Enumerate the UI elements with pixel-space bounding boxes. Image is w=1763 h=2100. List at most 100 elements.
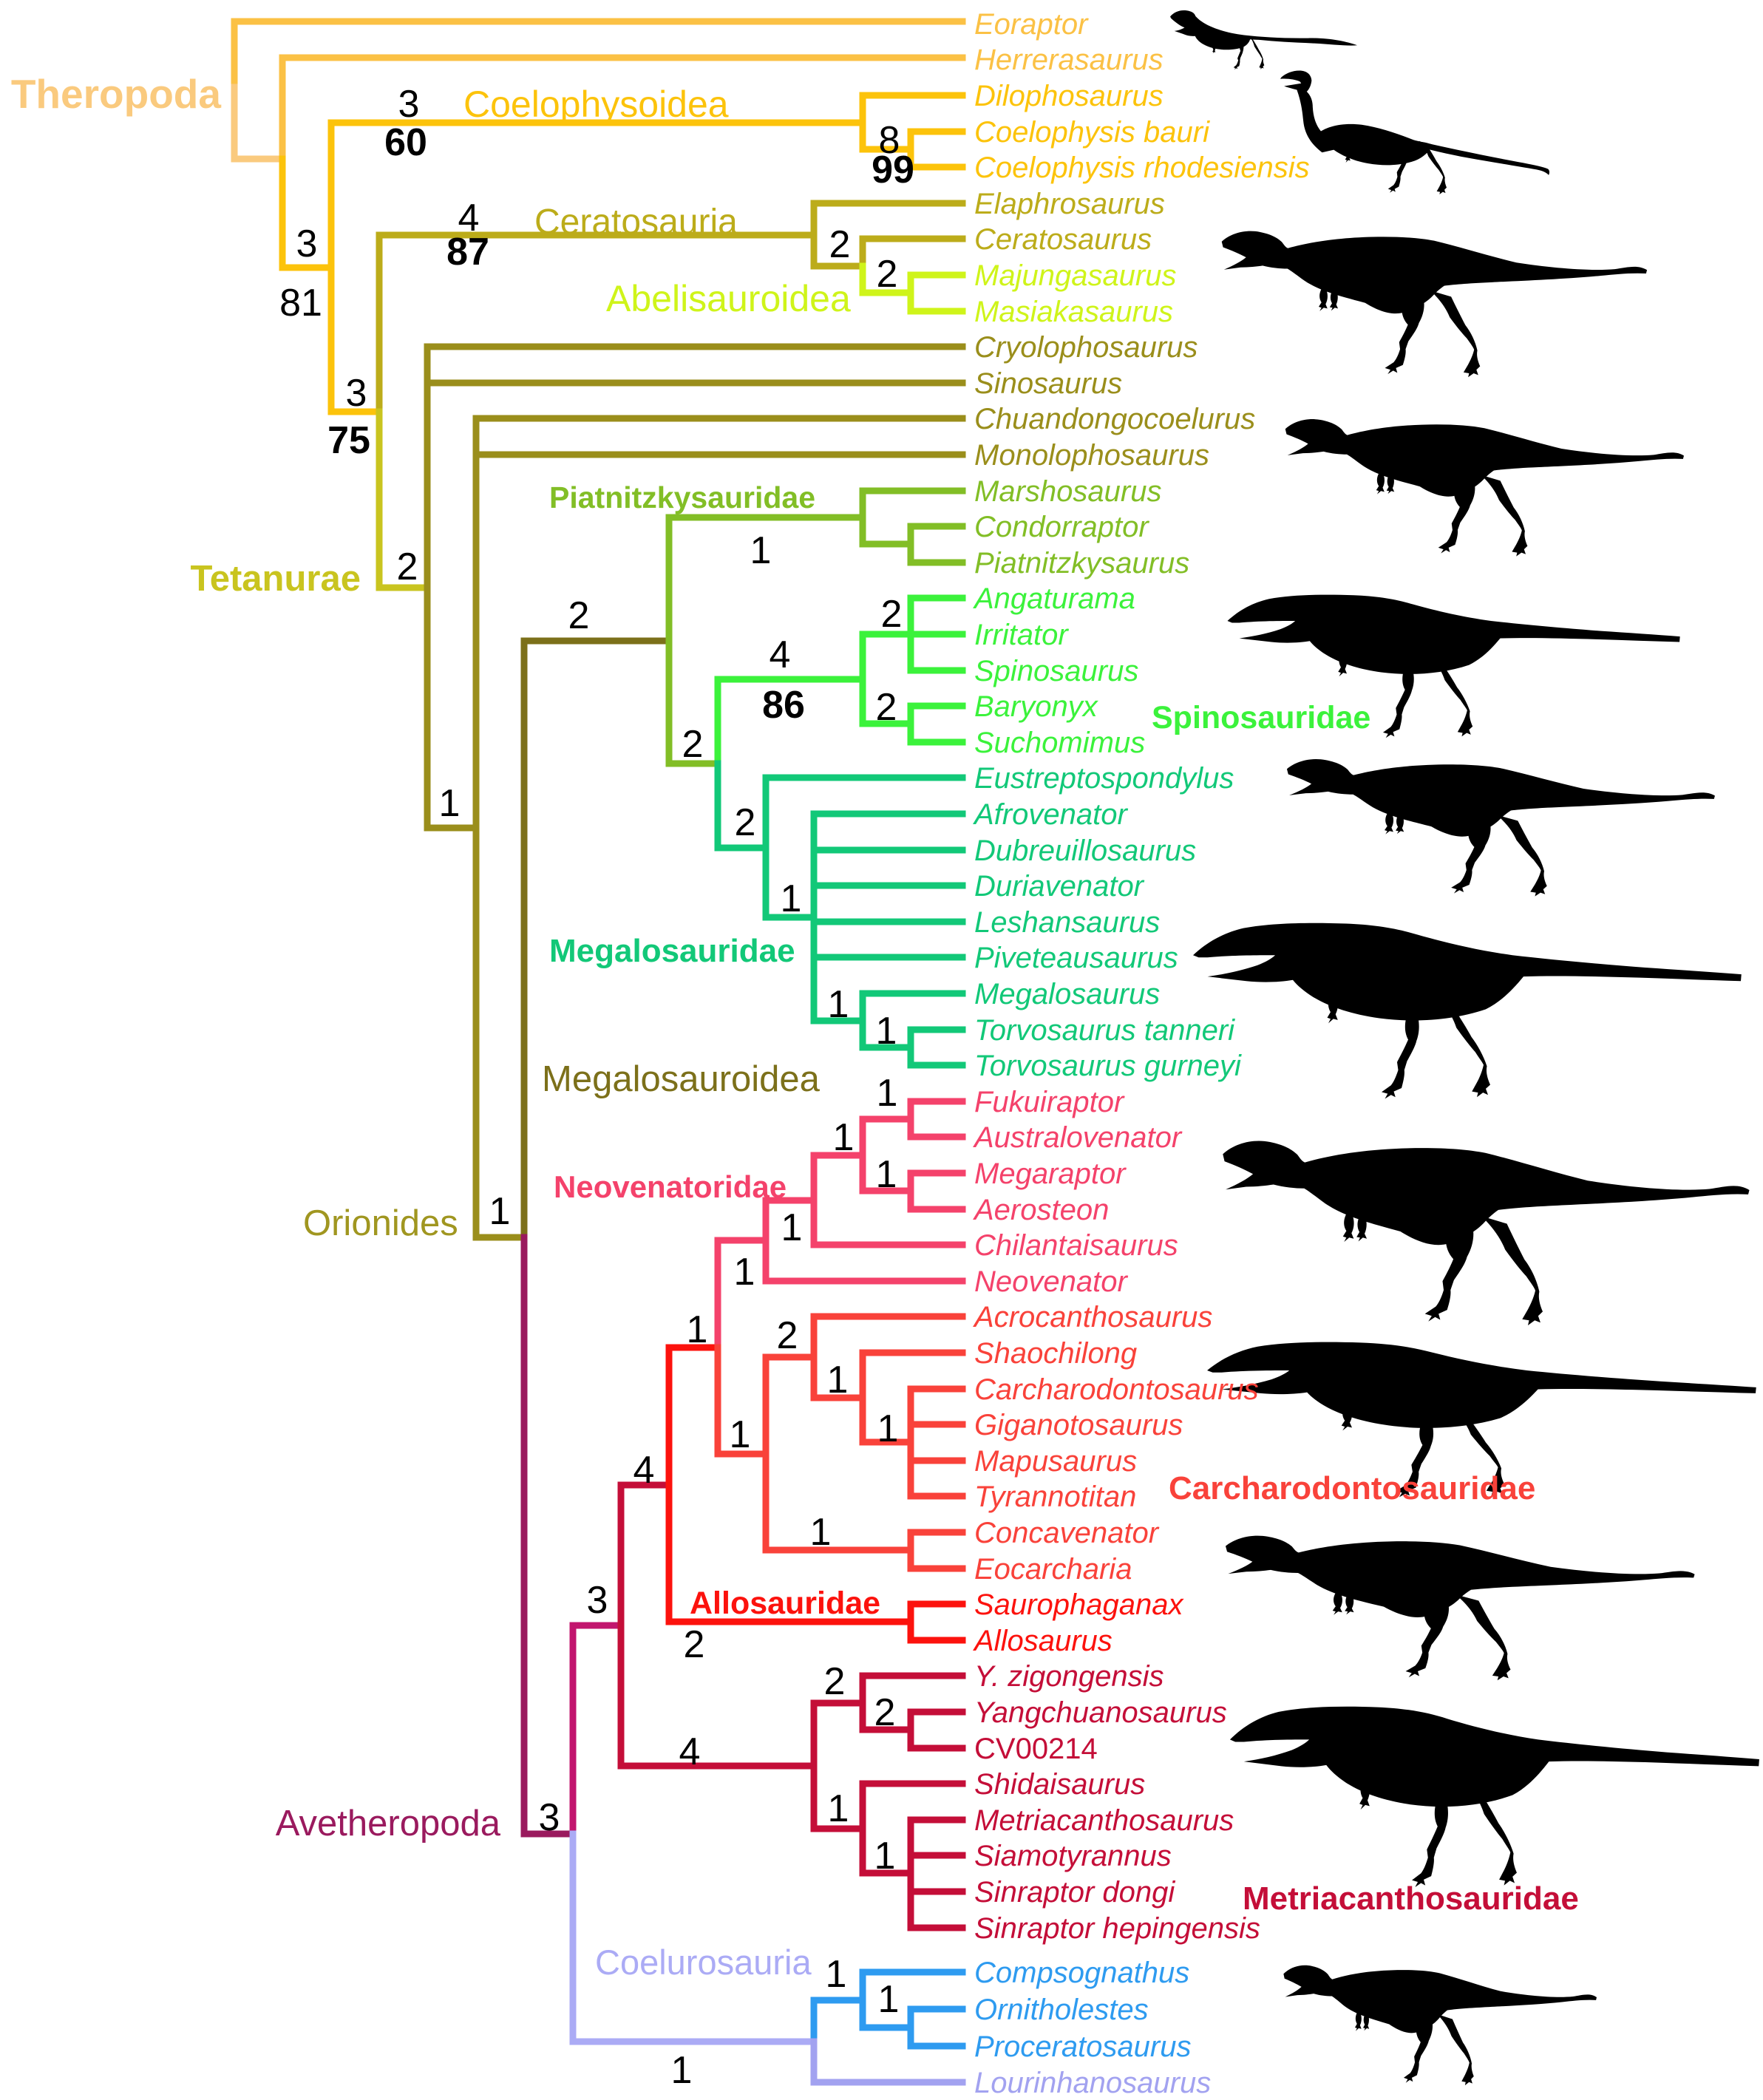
svg-text:1: 1 xyxy=(876,1153,897,1196)
svg-text:2: 2 xyxy=(876,686,897,729)
svg-text:Ceratosauria: Ceratosauria xyxy=(534,203,738,242)
svg-text:Ceratosaurus: Ceratosaurus xyxy=(974,223,1152,256)
svg-text:8: 8 xyxy=(879,119,900,162)
svg-text:1: 1 xyxy=(826,1953,847,1996)
svg-text:Neovenatoridae: Neovenatoridae xyxy=(554,1169,787,1204)
svg-text:Tyrannotitan: Tyrannotitan xyxy=(974,1481,1136,1513)
svg-text:1: 1 xyxy=(877,1072,898,1115)
svg-text:Eustreptospondylus: Eustreptospondylus xyxy=(974,762,1234,795)
svg-text:Giganotosaurus: Giganotosaurus xyxy=(974,1409,1183,1441)
svg-text:Torvosaurus tanneri: Torvosaurus tanneri xyxy=(974,1014,1235,1047)
svg-text:Piatnitzkysauridae: Piatnitzkysauridae xyxy=(549,480,815,514)
svg-text:1: 1 xyxy=(876,1010,897,1053)
svg-text:Avetheropoda: Avetheropoda xyxy=(276,1804,501,1844)
svg-text:Mapusaurus: Mapusaurus xyxy=(974,1445,1137,1478)
svg-text:1: 1 xyxy=(781,877,802,920)
svg-text:Saurophaganax: Saurophaganax xyxy=(974,1588,1184,1621)
svg-text:4: 4 xyxy=(633,1449,655,1492)
svg-text:Leshansaurus: Leshansaurus xyxy=(974,906,1160,939)
svg-text:Coelophysis bauri: Coelophysis bauri xyxy=(974,116,1210,149)
svg-text:Piveteausaurus: Piveteausaurus xyxy=(974,942,1178,974)
svg-text:CV00214: CV00214 xyxy=(974,1733,1098,1765)
svg-text:1: 1 xyxy=(877,1407,899,1450)
svg-text:4: 4 xyxy=(679,1730,701,1773)
svg-text:Carcharodontosaurus: Carcharodontosaurus xyxy=(974,1373,1259,1406)
svg-text:Siamotyrannus: Siamotyrannus xyxy=(974,1840,1172,1872)
svg-text:Afrovenator: Afrovenator xyxy=(973,798,1128,831)
svg-text:Chilantaisaurus: Chilantaisaurus xyxy=(974,1229,1178,1262)
svg-text:2: 2 xyxy=(397,546,418,588)
svg-text:Angaturama: Angaturama xyxy=(973,582,1135,615)
svg-text:2: 2 xyxy=(735,801,756,844)
svg-text:60: 60 xyxy=(384,121,427,164)
svg-text:Monolophosaurus: Monolophosaurus xyxy=(974,439,1209,472)
svg-text:4: 4 xyxy=(770,633,791,676)
svg-text:Tetanurae: Tetanurae xyxy=(190,559,361,599)
svg-text:Marshosaurus: Marshosaurus xyxy=(974,475,1161,508)
svg-text:2: 2 xyxy=(874,1691,896,1734)
svg-text:1: 1 xyxy=(874,1835,896,1878)
svg-text:Duriavenator: Duriavenator xyxy=(974,870,1145,903)
svg-text:2: 2 xyxy=(777,1314,798,1357)
svg-text:Irritator: Irritator xyxy=(974,619,1069,651)
svg-text:Proceratosaurus: Proceratosaurus xyxy=(974,2031,1191,2063)
svg-text:Suchomimus: Suchomimus xyxy=(974,727,1145,759)
svg-text:3: 3 xyxy=(398,83,420,126)
svg-text:Y. zigongensis: Y. zigongensis xyxy=(974,1660,1164,1693)
svg-text:1: 1 xyxy=(750,529,772,572)
svg-text:86: 86 xyxy=(762,684,805,727)
svg-text:2: 2 xyxy=(877,253,898,296)
svg-text:Metriacanthosaurus: Metriacanthosaurus xyxy=(974,1804,1234,1837)
svg-text:Ornitholestes: Ornitholestes xyxy=(974,1994,1149,2026)
svg-text:3: 3 xyxy=(296,222,318,265)
svg-text:1: 1 xyxy=(734,1251,755,1294)
svg-text:99: 99 xyxy=(872,149,914,191)
svg-text:2: 2 xyxy=(881,593,903,636)
svg-text:Megalosauridae: Megalosauridae xyxy=(549,933,795,969)
svg-text:Australovenator: Australovenator xyxy=(973,1121,1183,1154)
svg-text:2: 2 xyxy=(824,1660,846,1703)
svg-text:Metriacanthosauridae: Metriacanthosauridae xyxy=(1243,1880,1579,1917)
svg-text:Sinosaurus: Sinosaurus xyxy=(974,367,1122,400)
svg-text:2: 2 xyxy=(568,594,590,637)
svg-text:1: 1 xyxy=(730,1413,751,1456)
svg-text:1: 1 xyxy=(687,1308,708,1351)
svg-text:1: 1 xyxy=(827,1359,849,1401)
svg-text:Elaphrosaurus: Elaphrosaurus xyxy=(974,188,1165,220)
svg-text:Coelophysoidea: Coelophysoidea xyxy=(463,84,729,125)
svg-text:Cryolophosaurus: Cryolophosaurus xyxy=(974,331,1198,364)
svg-text:1: 1 xyxy=(833,1116,855,1159)
svg-text:Megaraptor: Megaraptor xyxy=(974,1158,1127,1190)
svg-text:Baryonyx: Baryonyx xyxy=(974,690,1099,723)
svg-text:1: 1 xyxy=(828,1787,849,1830)
svg-text:Megalosauroidea: Megalosauroidea xyxy=(542,1059,821,1099)
svg-text:Herrerasaurus: Herrerasaurus xyxy=(974,44,1164,76)
svg-text:Theropoda: Theropoda xyxy=(11,71,222,117)
svg-text:Majungasaurus: Majungasaurus xyxy=(974,259,1177,292)
svg-text:Carcharodontosauridae: Carcharodontosauridae xyxy=(1169,1470,1535,1506)
svg-text:Sinraptor dongi: Sinraptor dongi xyxy=(974,1876,1175,1909)
svg-text:4: 4 xyxy=(458,197,480,239)
svg-text:Abelisauroidea: Abelisauroidea xyxy=(606,278,851,319)
svg-text:Acrocanthosaurus: Acrocanthosaurus xyxy=(973,1301,1212,1333)
svg-text:Torvosaurus gurneyi: Torvosaurus gurneyi xyxy=(974,1050,1242,1082)
svg-text:Spinosaurus: Spinosaurus xyxy=(974,655,1138,687)
svg-text:3: 3 xyxy=(346,372,367,415)
svg-text:1: 1 xyxy=(489,1190,511,1233)
svg-text:Aerosteon: Aerosteon xyxy=(973,1194,1109,1226)
svg-text:Allosaurus: Allosaurus xyxy=(973,1625,1113,1657)
svg-text:Piatnitzkysaurus: Piatnitzkysaurus xyxy=(974,547,1189,580)
svg-text:Coelurosauria: Coelurosauria xyxy=(595,1943,812,1982)
svg-text:2: 2 xyxy=(829,223,851,266)
svg-text:Allosauridae: Allosauridae xyxy=(690,1586,880,1621)
svg-text:Lourinhanosaurus: Lourinhanosaurus xyxy=(974,2067,1211,2099)
svg-text:Shidaisaurus: Shidaisaurus xyxy=(974,1768,1145,1801)
svg-text:Dilophosaurus: Dilophosaurus xyxy=(974,80,1164,112)
svg-text:Spinosauridae: Spinosauridae xyxy=(1152,700,1370,735)
svg-text:Chuandongocoelurus: Chuandongocoelurus xyxy=(974,403,1255,435)
svg-text:Megalosaurus: Megalosaurus xyxy=(974,978,1160,1010)
svg-text:1: 1 xyxy=(810,1511,832,1554)
svg-text:Shaochilong: Shaochilong xyxy=(974,1337,1137,1370)
svg-text:Dubreuillosaurus: Dubreuillosaurus xyxy=(974,835,1196,867)
svg-text:1: 1 xyxy=(828,983,849,1026)
